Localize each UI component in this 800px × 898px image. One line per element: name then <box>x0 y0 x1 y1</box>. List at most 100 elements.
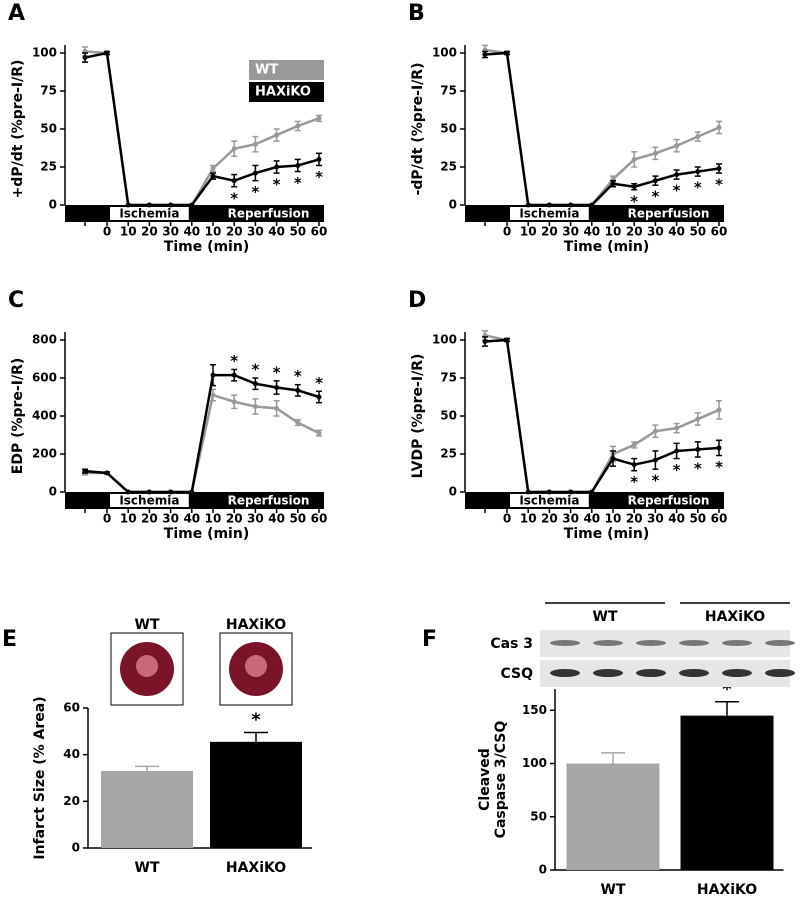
x-tick-label: 60 <box>711 225 728 239</box>
y-tick-label: 100 <box>432 333 457 347</box>
bar <box>566 763 660 870</box>
point <box>716 445 722 451</box>
blot-band <box>593 669 623 677</box>
series-line <box>84 51 320 207</box>
significance: * <box>722 679 732 700</box>
point <box>210 392 216 398</box>
x-tick-label: HAXiKO <box>226 860 286 876</box>
x-tick-label: 40 <box>583 225 600 239</box>
point <box>695 446 701 452</box>
point <box>295 123 301 129</box>
heart-lumen <box>136 655 158 677</box>
significance: * <box>251 710 261 731</box>
blot-band <box>722 669 752 677</box>
point <box>589 202 595 208</box>
legend-swatch <box>249 60 324 80</box>
y-tick-label: 200 <box>32 447 57 461</box>
point <box>568 489 574 495</box>
x-tick-label: 50 <box>689 512 706 526</box>
point <box>695 169 701 175</box>
x-tick-label: 40 <box>668 512 685 526</box>
x-tick-label: 30 <box>647 225 664 239</box>
blot-band <box>722 640 752 646</box>
point <box>274 164 280 170</box>
x-tick-label: 10 <box>120 512 137 526</box>
x-tick-label: 10 <box>520 225 537 239</box>
x-tick-label: 30 <box>162 225 179 239</box>
x-axis-label: Time (min) <box>164 239 249 255</box>
point <box>482 52 488 58</box>
phase-label: Ischemia <box>119 494 179 508</box>
blot-band <box>550 640 580 646</box>
blot-band <box>765 669 795 677</box>
significance: * <box>715 458 723 476</box>
point <box>610 181 616 187</box>
x-tick-label: 10 <box>205 225 222 239</box>
point <box>652 457 658 463</box>
significance: * <box>315 168 323 186</box>
y-tick-label: 50 <box>440 409 457 423</box>
point <box>568 202 574 208</box>
series-line <box>84 373 320 494</box>
point <box>316 394 322 400</box>
x-tick-label: 30 <box>647 512 664 526</box>
phase-label: Ischemia <box>519 207 579 221</box>
y-tick-label: 0 <box>49 198 57 212</box>
phase-label: Reperfusion <box>228 494 310 508</box>
point <box>652 178 658 184</box>
panel-letter: A <box>8 1 25 26</box>
blot-band <box>593 640 623 646</box>
y-axis-label: +dP/dt (%pre-I/R) <box>10 60 26 199</box>
point <box>589 489 595 495</box>
x-tick-label: 0 <box>103 512 111 526</box>
heart-lumen <box>245 655 267 677</box>
point <box>674 172 680 178</box>
y-tick-label: 100 <box>432 46 457 60</box>
image-label: WT <box>135 617 160 633</box>
significance: * <box>651 472 659 490</box>
y-tick-label: 60 <box>63 701 80 715</box>
x-tick-label: 20 <box>141 512 158 526</box>
y-tick-label: 600 <box>32 371 57 385</box>
point <box>104 470 110 476</box>
x-tick-label: 50 <box>689 225 706 239</box>
y-axis-label: EDP (%pre-I/R) <box>10 358 26 474</box>
ischemia-box <box>510 494 589 507</box>
point <box>716 124 722 130</box>
panel-letter: E <box>2 627 17 652</box>
significance: * <box>715 176 723 194</box>
point <box>231 399 237 405</box>
y-tick-label: 0 <box>72 841 80 855</box>
x-tick-label: 20 <box>626 512 643 526</box>
x-tick-label: 20 <box>226 512 243 526</box>
point <box>189 489 195 495</box>
y-tick-label: 75 <box>40 84 57 98</box>
series-line <box>85 393 320 494</box>
point <box>168 489 174 495</box>
x-tick-label: 10 <box>205 512 222 526</box>
x-tick-label: 30 <box>247 512 264 526</box>
significance: * <box>294 367 302 385</box>
phase-label: Reperfusion <box>228 207 310 221</box>
point <box>695 134 701 140</box>
significance: * <box>673 182 681 200</box>
point <box>631 442 637 448</box>
significance: * <box>251 361 259 379</box>
legend-label: WT <box>255 63 278 78</box>
x-tick-label: 40 <box>183 512 200 526</box>
significance: * <box>273 363 281 381</box>
bar <box>210 741 302 848</box>
point <box>631 156 637 162</box>
point <box>652 428 658 434</box>
point <box>295 420 301 426</box>
y-tick-label: 25 <box>440 160 457 174</box>
x-tick-label: 50 <box>289 512 306 526</box>
y-axis-label: Infarct Size (% Area) <box>32 696 48 859</box>
point <box>295 387 301 393</box>
significance: * <box>251 183 259 201</box>
blot-band <box>636 640 666 646</box>
point <box>125 202 131 208</box>
point <box>525 202 531 208</box>
phase-label: Ischemia <box>519 494 579 508</box>
legend-label: HAXiKO <box>255 85 311 100</box>
